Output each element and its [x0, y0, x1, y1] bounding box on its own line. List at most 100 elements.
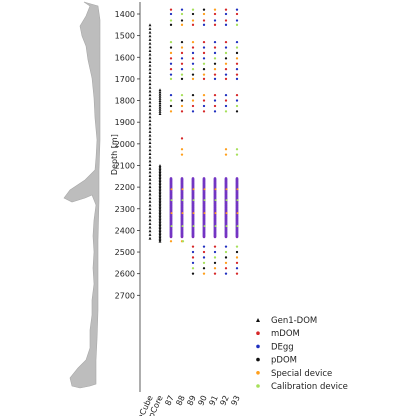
- upgrade-device-marker: [202, 23, 206, 26]
- upgrade-device-marker: [181, 240, 185, 243]
- upgrade-device-marker: [235, 73, 239, 76]
- upgrade-device-marker: [180, 51, 184, 55]
- y-tick-label: 2200: [115, 183, 135, 192]
- upgrade-calibration-marker: [214, 199, 217, 202]
- legend-marker: [256, 371, 260, 375]
- deepcore-dom-marker: [158, 88, 162, 92]
- upgrade-device-marker: [213, 99, 217, 102]
- icecube-dom-marker: [148, 119, 152, 122]
- upgrade-device-marker: [191, 68, 195, 71]
- upgrade-device-marker: [224, 68, 228, 71]
- upgrade-device-marker: [235, 104, 239, 108]
- upgrade-calibration-marker: [225, 199, 228, 202]
- deepcore-dom-marker: [158, 217, 162, 220]
- upgrade-device-marker: [213, 12, 217, 16]
- icecube-dom-marker: [148, 30, 152, 34]
- icecube-dom-marker: [148, 214, 152, 218]
- deepcore-dom-marker: [158, 183, 162, 187]
- upgrade-device-marker: [202, 261, 206, 265]
- upgrade-device-marker: [202, 256, 206, 259]
- upgrade-device-marker: [235, 94, 239, 97]
- upgrade-device-marker: [202, 245, 206, 248]
- upgrade-device-marker: [213, 19, 217, 22]
- icecube-dom-marker: [148, 89, 152, 93]
- upgrade-device-marker: [235, 12, 239, 16]
- upgrade-device-marker: [235, 46, 239, 49]
- upgrade-calibration-marker: [192, 188, 195, 191]
- deepcore-dom-marker: [158, 99, 162, 102]
- y-tick-label: 2100: [115, 161, 135, 170]
- upgrade-device-marker: [180, 62, 184, 65]
- y-tick-label: 2300: [115, 205, 135, 214]
- deepcore-dom-marker: [158, 218, 162, 222]
- upgrade-device-marker: [169, 94, 173, 97]
- upgrade-calibration-marker: [203, 225, 206, 228]
- upgrade-device-marker: [224, 46, 228, 49]
- icecube-dom-marker: [148, 174, 152, 178]
- upgrade-calibration-marker: [170, 225, 173, 228]
- deepcore-dom-marker: [158, 107, 162, 111]
- icecube-dom-marker: [148, 188, 152, 192]
- deepcore-dom-marker: [158, 171, 162, 175]
- deepcore-dom-marker: [158, 92, 162, 96]
- legend-marker: [256, 384, 260, 388]
- upgrade-device-marker: [191, 245, 195, 248]
- upgrade-device-marker: [169, 23, 173, 26]
- upgrade-calibration-marker: [236, 188, 239, 191]
- legend-label: Special device: [271, 369, 332, 379]
- upgrade-calibration-marker: [170, 199, 173, 202]
- legend-label: DEgg: [271, 342, 294, 352]
- deepcore-dom-marker: [158, 105, 162, 109]
- deepcore-dom-marker: [158, 186, 162, 190]
- upgrade-device-marker: [213, 256, 217, 259]
- upgrade-gap-marker: [180, 137, 184, 140]
- deepcore-dom-marker: [158, 214, 162, 217]
- upgrade-calibration-marker: [225, 212, 228, 215]
- upgrade-gap-marker: [180, 153, 184, 156]
- upgrade-calibration-marker: [203, 199, 206, 202]
- deepcore-dom-marker: [158, 224, 162, 228]
- upgrade-calibration-marker: [170, 212, 173, 215]
- x-tick-label: 87: [163, 394, 175, 407]
- upgrade-device-marker: [191, 51, 195, 55]
- icecube-dom-marker: [148, 222, 152, 225]
- icecube-dom-marker: [148, 236, 152, 240]
- y-tick-label: 2000: [115, 140, 135, 149]
- deepcore-dom-marker: [158, 167, 162, 170]
- legend-marker: [256, 331, 260, 336]
- upgrade-device-marker: [191, 250, 195, 254]
- upgrade-device-marker: [180, 110, 184, 113]
- upgrade-device-marker: [191, 94, 195, 97]
- upgrade-device-marker: [191, 104, 195, 108]
- deepcore-dom-marker: [158, 220, 162, 223]
- upgrade-device-marker: [169, 8, 173, 11]
- upgrade-device-marker: [191, 46, 195, 49]
- x-tick-label: 92: [218, 394, 230, 407]
- upgrade-device-marker: [202, 8, 206, 11]
- upgrade-device-marker: [191, 73, 195, 76]
- icecube-dom-marker: [148, 38, 152, 41]
- icecube-dom-marker: [148, 100, 152, 104]
- upgrade-device-marker: [235, 62, 239, 65]
- deepcore-dom-marker: [158, 112, 162, 115]
- upgrade-device-marker: [191, 99, 195, 102]
- y-tick-label: 1700: [115, 75, 135, 84]
- icecube-dom-marker: [148, 181, 152, 185]
- icecube-dom-marker: [148, 111, 152, 115]
- deepcore-dom-marker: [158, 176, 162, 179]
- icecube-dom-marker: [148, 115, 152, 119]
- upgrade-device-marker: [191, 40, 195, 44]
- deepcore-dom-marker: [158, 177, 162, 181]
- icecube-dom-marker: [148, 225, 152, 229]
- upgrade-device-marker: [202, 68, 206, 71]
- upgrade-dense-marker: [180, 235, 184, 239]
- upgrade-device-marker: [213, 267, 217, 270]
- deepcore-dom-marker: [158, 236, 162, 240]
- icecube-dom-marker: [148, 85, 152, 89]
- upgrade-device-marker: [191, 77, 195, 81]
- upgrade-device-marker: [169, 40, 173, 44]
- upgrade-device-marker: [213, 46, 217, 49]
- icecube-dom-marker: [148, 166, 152, 170]
- upgrade-dense-marker: [235, 235, 239, 239]
- upgrade-device-marker: [169, 110, 173, 113]
